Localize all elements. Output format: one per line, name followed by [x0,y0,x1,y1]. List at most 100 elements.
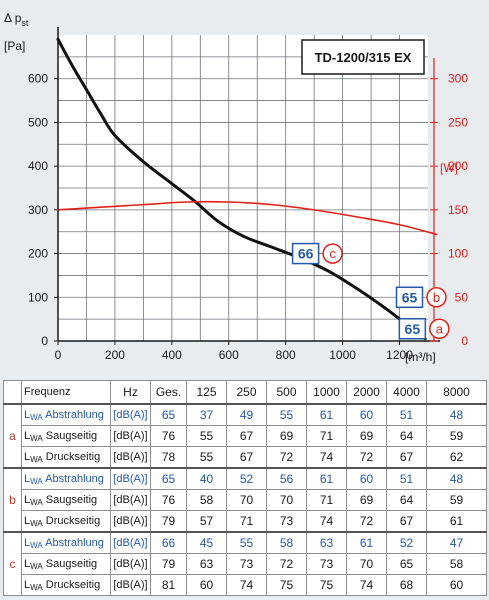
y-right-unit: [W] [440,161,458,175]
x-tick-label: 800 [276,348,296,362]
row-total-value: 78 [150,446,187,469]
table-row: LWA Druckseitig [dB(A)] 81 60 74 75 75 74 68 60 [4,574,487,596]
y-left-tick-label: 0 [41,334,48,348]
row-band-value: 55 [226,531,267,554]
header-band: 500 [266,380,307,405]
row-label: LWA Saugseitig [21,489,111,511]
axes [54,27,440,345]
y-left-tick-label: 300 [28,203,48,217]
row-band-value: 51 [386,467,427,490]
row-band-value: 73 [266,510,307,533]
noise-level-label: 66 [298,246,314,262]
table-header-row: Frequenz Hz Ges. 125 250 500 1000 2000 4… [3,380,487,405]
row-band-value: 65 [386,553,427,575]
operating-point-letter: b [433,290,440,305]
row-band-value: 58 [426,553,487,575]
row-band-value: 63 [186,553,227,575]
table-row: LWA Saugseitig [dB(A)] 76 58 70 70 71 69 64 59 [4,489,487,511]
table-row: c LWA Abstrahlung [dB(A)] 66 45 55 58 63 61 52 47 [3,531,487,596]
header-group-cell [3,380,22,405]
row-band-value: 68 [386,574,427,596]
table-row: LWA Saugseitig [dB(A)] 76 55 67 69 71 69 64 59 [4,425,487,447]
y-left-tick-label: 400 [28,159,48,173]
row-band-value: 72 [266,446,307,469]
x-tick-label: 1200 [386,348,413,362]
row-label: LWA Saugseitig [21,425,111,447]
row-band-value: 69 [346,425,387,447]
row-total-value: 65 [150,403,187,426]
row-band-value: 61 [306,467,347,490]
table-row: LWA Druckseitig [dB(A)] 79 57 71 73 74 72 67 61 [4,510,487,533]
header-hz: Hz [110,380,151,405]
row-band-value: 55 [266,403,307,426]
row-band-value: 72 [266,553,307,575]
row-unit: [dB(A)] [110,489,151,511]
row-label: LWA Druckseitig [21,510,111,533]
operating-point-marker [429,318,450,340]
row-band-value: 67 [226,425,267,447]
row-band-value: 49 [226,403,267,426]
power-curve-line [57,200,438,236]
row-band-value: 64 [386,425,427,447]
header-total: Ges. [150,380,187,405]
header-band: 8000 [426,380,487,405]
row-band-value: 60 [346,403,387,426]
y-right-tick-label: 100 [448,247,468,261]
grid [58,35,428,341]
table-row: b LWA Abstrahlung [dB(A)] 65 40 52 56 61 60 51 48 [3,467,487,533]
row-band-value: 62 [426,446,487,469]
row-band-value: 57 [186,510,227,533]
row-band-value: 48 [426,403,487,426]
row-band-value: 60 [186,574,227,596]
x-tick-label: 600 [219,348,239,362]
row-unit: [dB(A)] [110,510,151,533]
row-band-value: 70 [226,489,267,511]
row-unit: [dB(A)] [110,403,151,426]
row-label: LWA Abstrahlung [21,403,111,426]
operating-point-letter: a [436,321,444,336]
operating-point-marker [426,287,447,308]
row-band-value: 73 [306,553,347,575]
row-label: LWA Druckseitig [21,574,111,596]
x-tick-label: 0 [55,348,62,362]
header-band: 4000 [386,380,427,405]
row-total-value: 79 [150,510,187,533]
row-band-value: 71 [306,489,347,511]
row-unit: [dB(A)] [110,574,151,596]
x-axis-unit: [m³/h] [405,350,436,364]
row-band-value: 51 [386,403,427,426]
row-band-value: 74 [226,574,267,596]
row-band-value: 47 [426,531,487,554]
row-label: LWA Druckseitig [21,446,111,469]
row-unit: [dB(A)] [110,553,151,575]
table-row: LWA Saugseitig [dB(A)] 79 63 73 72 73 70 65 58 [4,553,487,575]
row-band-value: 71 [306,425,347,447]
row-total-value: 79 [150,553,187,575]
tick-labels: 0 200 400 600 800 1000 12000100200300400500600… [28,72,468,362]
row-band-value: 60 [346,467,387,490]
row-unit: [dB(A)] [110,467,151,490]
row-band-value: 67 [386,446,427,469]
row-total-value: 81 [150,574,187,596]
row-band-value: 61 [426,510,487,533]
header-band: 2000 [346,380,387,405]
row-band-value: 58 [186,489,227,511]
y-right-tick-label: 0 [461,334,468,348]
row-band-value: 69 [346,489,387,511]
row-band-value: 58 [266,531,307,554]
row-band-value: 55 [186,446,227,469]
y-left-unit: [Pa] [4,39,25,53]
row-band-value: 59 [426,489,487,511]
row-label: LWA Abstrahlung [21,467,111,490]
row-band-value: 48 [426,467,487,490]
table-body: Frequenz Hz Ges. 125 250 500 1000 2000 4… [3,380,487,596]
y-left-tick-label: 200 [28,247,48,261]
y-right-tick-label: 50 [455,290,469,304]
operating-point-letter: c [329,246,336,261]
row-unit: [dB(A)] [110,425,151,447]
group-letter: b [3,467,22,533]
pressure-curve-line [56,37,427,341]
row-band-value: 70 [346,553,387,575]
row-unit: [dB(A)] [110,531,151,554]
row-band-value: 73 [226,553,267,575]
